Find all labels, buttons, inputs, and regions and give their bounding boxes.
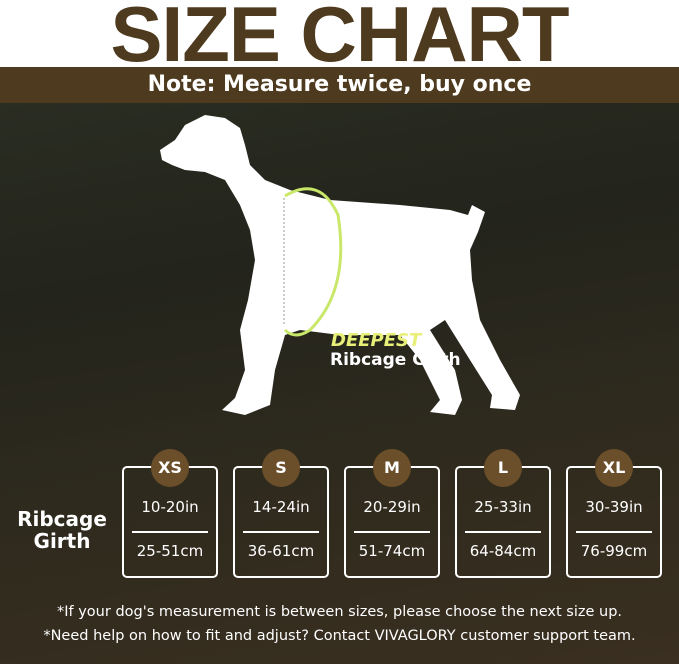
inches-value: 14-24in [252,498,310,516]
inches-value: 20-29in [363,498,421,516]
background [0,103,679,664]
size-box-m: M 20-29in 51-74cm [344,449,440,578]
inches-value: 30-39in [585,498,643,516]
divider [132,531,208,533]
size-box-xs: XS 10-20in 25-51cm [122,449,218,578]
footnote: *Need help on how to fit and adjust? Con… [43,628,636,644]
size-box-xl: XL 30-39in 76-99cm [566,449,662,578]
size-badge: L [484,449,522,487]
size-badge: M [373,449,411,487]
ribcage-girth-label: Ribcage Girth [330,350,461,370]
size-badge: XS [151,449,189,487]
size-badge: XL [595,449,633,487]
page-title: SIZE CHART [110,0,570,78]
deepest-label: DEEPEST [331,330,422,351]
divider [243,531,319,533]
footnote: *If your dog's measurement is between si… [56,604,623,620]
divider [576,531,652,533]
inches-value: 10-20in [141,498,199,516]
note-banner: Note: Measure twice, buy once [0,67,679,103]
row-label: Ribcage Girth [17,507,107,553]
cm-value: 64-84cm [469,542,537,560]
divider [354,531,430,533]
size-badge: S [262,449,300,487]
cm-value: 76-99cm [580,542,648,560]
divider [465,531,541,533]
cm-value: 51-74cm [358,542,426,560]
cm-value: 25-51cm [136,542,204,560]
size-box-s: S 14-24in 36-61cm [233,449,329,578]
dog-silhouette [160,115,520,415]
footnotes: *If your dog's measurement is between si… [0,600,679,648]
cm-value: 36-61cm [247,542,315,560]
inches-value: 25-33in [474,498,532,516]
girth-arrow [283,187,343,337]
size-box-l: L 25-33in 64-84cm [455,449,551,578]
